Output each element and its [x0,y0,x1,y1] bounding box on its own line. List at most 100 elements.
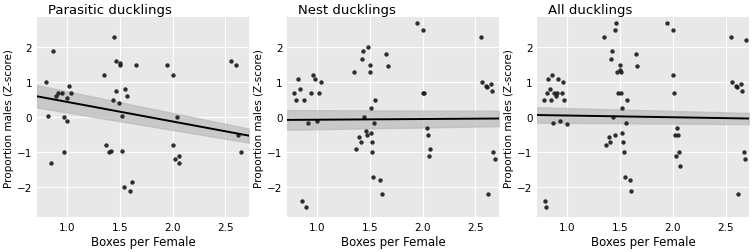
Point [631,65,643,69]
Point [614,64,626,68]
Point [736,90,748,94]
Point [105,149,117,153]
Point [730,84,742,88]
Point [63,84,75,88]
Point [294,88,306,92]
Point [608,28,620,33]
Point [368,121,380,125]
Point [52,91,64,95]
Point [114,62,126,66]
Point [614,69,626,73]
Point [619,175,631,179]
Point [423,154,435,158]
Point [235,151,247,155]
Point [376,193,389,197]
Point [630,53,642,57]
Point [673,151,685,155]
Point [480,84,492,88]
Point [108,36,120,40]
Point [540,205,552,209]
Point [618,151,630,155]
Point [551,91,563,95]
Point [671,126,683,130]
Point [624,179,636,183]
Point [361,46,373,50]
Point [304,91,316,95]
Point [616,107,628,111]
Point [419,220,431,225]
Point [306,74,319,78]
Point [489,158,501,162]
Point [726,81,738,85]
Point [57,151,69,155]
Point [364,107,376,111]
Point [173,154,185,158]
Point [538,200,550,204]
Point [358,49,370,53]
Point [130,64,142,68]
Point [348,70,360,74]
Text: All ducklings: All ducklings [548,4,633,17]
Point [550,95,562,99]
Point [603,135,615,139]
Text: Parasitic ducklings: Parasitic ducklings [47,4,172,17]
Point [50,95,62,99]
Point [474,36,486,40]
Point [720,224,732,228]
Point [116,114,128,118]
Point [113,102,125,106]
X-axis label: Boxes per Female: Boxes per Female [340,235,445,248]
Point [65,91,77,95]
Point [127,180,139,184]
Point [45,161,57,165]
Point [476,81,488,85]
Point [369,98,381,102]
Point [350,147,362,151]
Point [313,91,325,95]
Point [544,88,556,92]
Point [418,91,430,95]
Point [315,81,327,85]
Point [617,140,629,144]
Point [421,126,433,130]
Point [661,21,673,25]
Point [382,65,394,69]
Point [169,158,181,162]
Point [367,175,379,179]
Point [119,88,131,92]
Point [672,133,684,137]
Point [124,189,136,193]
Point [364,64,376,68]
Point [288,91,300,95]
Point [725,36,737,40]
Point [374,179,386,183]
Point [541,91,553,95]
Point [416,91,428,95]
Point [670,154,682,158]
Point [669,133,681,137]
Point [292,77,304,81]
Point [61,97,73,101]
Point [604,140,616,144]
Point [600,144,612,148]
Point [309,77,321,81]
Point [608,116,620,120]
Point [364,132,376,136]
Point [296,200,308,204]
Point [353,135,365,139]
Point [173,161,185,165]
Point [556,81,569,85]
Point [224,60,236,64]
Point [739,39,751,43]
Point [558,98,570,102]
Point [300,205,312,209]
Point [487,151,499,155]
Point [621,98,633,102]
Point [605,58,617,62]
Point [41,114,53,118]
Point [611,70,623,74]
Point [737,151,749,155]
Point [40,81,52,85]
Point [675,220,687,225]
Point [47,49,59,53]
